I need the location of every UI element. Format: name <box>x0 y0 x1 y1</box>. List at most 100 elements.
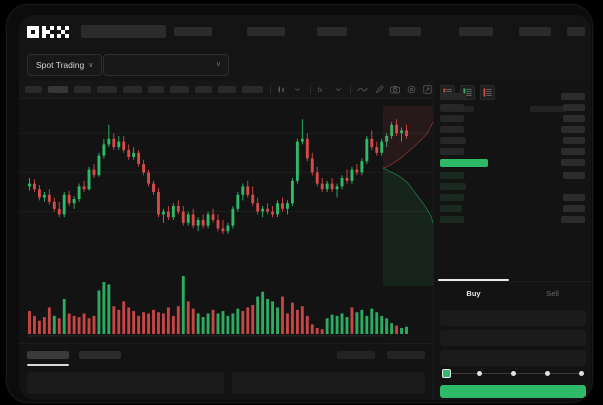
volume-bar <box>305 315 309 334</box>
volume-bar <box>33 315 36 334</box>
total-field[interactable] <box>440 350 586 366</box>
orders-bottom-panel <box>19 343 433 400</box>
toolbar-divider <box>269 85 271 94</box>
nav-item-1[interactable] <box>247 27 285 36</box>
order-book-ask-row[interactable] <box>434 146 591 157</box>
timeframe-button-2[interactable] <box>74 86 91 93</box>
order-book-bid-row[interactable] <box>434 170 591 181</box>
submit-buy-button[interactable] <box>440 385 586 398</box>
order-book-bid-row[interactable] <box>434 181 591 192</box>
timeframe-button-6[interactable] <box>170 86 189 93</box>
tab-sell-label: Sell <box>546 288 559 298</box>
amount-field[interactable] <box>440 330 586 346</box>
candle-body <box>87 169 91 190</box>
timeframe-button-0[interactable] <box>25 86 42 93</box>
line-style-icon[interactable] <box>357 84 368 95</box>
book-asks-icon[interactable] <box>480 85 495 100</box>
candle-body <box>92 169 96 176</box>
timeframe-button-4[interactable] <box>123 86 142 93</box>
nav-item-4[interactable] <box>459 27 493 36</box>
timeframe-button-7[interactable] <box>194 86 212 93</box>
nav-item-5[interactable] <box>519 27 551 36</box>
nav-item-2[interactable] <box>317 27 347 36</box>
slider-stop-100[interactable] <box>579 371 584 376</box>
order-book-ask-row[interactable] <box>434 102 591 113</box>
timeframe-button-3[interactable] <box>96 86 118 93</box>
order-book-ask-row[interactable] <box>434 91 591 102</box>
order-book-ask-row[interactable] <box>434 124 591 135</box>
nav-item-0[interactable] <box>174 27 212 36</box>
candle-body <box>345 178 349 181</box>
bid-price <box>563 172 585 179</box>
global-search-input[interactable] <box>81 25 166 38</box>
order-book-panel <box>433 81 591 281</box>
nav-item-3[interactable] <box>389 27 421 36</box>
candle-body <box>256 203 260 212</box>
pair-select-dropdown[interactable]: ∨ <box>103 54 229 76</box>
bottom-tab-0-underline <box>27 364 69 366</box>
okx-logo-icon[interactable] <box>27 26 69 38</box>
slider-stop-75[interactable] <box>545 371 550 376</box>
candle-body <box>122 141 126 150</box>
timeframe-button-9[interactable] <box>242 86 263 93</box>
candle-body <box>400 130 403 134</box>
volume-bar <box>47 307 51 334</box>
volume-bar <box>161 313 165 334</box>
order-book-bid-row[interactable] <box>434 203 591 214</box>
candlestick-chart[interactable] <box>19 98 433 343</box>
tab-sell[interactable]: Sell <box>513 282 591 304</box>
chevron-down-icon[interactable] <box>333 84 343 95</box>
trading-mode-dropdown[interactable]: Spot Trading ∨ <box>27 54 103 76</box>
chart-type-icon[interactable] <box>277 84 287 95</box>
timeframe-button-8[interactable] <box>217 86 237 93</box>
settings-gear-icon[interactable] <box>407 84 417 95</box>
volume-bar <box>52 315 56 334</box>
fullscreen-icon[interactable] <box>423 84 433 95</box>
timeframe-button-5[interactable] <box>147 86 165 93</box>
bottom-action-0[interactable] <box>337 351 375 359</box>
candle-body <box>360 161 364 173</box>
depth-bid-area <box>383 168 433 286</box>
volume-bar <box>310 324 314 334</box>
slider-stop-50[interactable] <box>511 371 516 376</box>
nav-item-6[interactable] <box>567 27 585 36</box>
ask-price <box>561 148 585 155</box>
volume-bar <box>325 318 329 334</box>
volume-bar <box>390 323 394 334</box>
bid-qty <box>440 172 464 179</box>
volume-bar <box>365 315 369 334</box>
slider-stop-25[interactable] <box>477 371 482 376</box>
candle-body <box>77 186 81 199</box>
volume-bar <box>137 315 141 334</box>
tab-buy[interactable]: Buy <box>434 279 513 304</box>
ask-qty <box>440 148 464 155</box>
order-book-bid-row[interactable] <box>434 214 591 225</box>
candle-body <box>350 169 354 181</box>
chevron-down-icon[interactable] <box>293 84 303 95</box>
candle-body <box>127 150 131 157</box>
camera-icon[interactable] <box>390 84 401 95</box>
volume-bar <box>350 307 354 334</box>
candle-body <box>152 183 155 192</box>
volume-bar <box>345 317 349 334</box>
candle-body <box>241 186 245 195</box>
timeframe-button-1[interactable] <box>47 86 69 93</box>
bid-qty <box>440 205 462 212</box>
volume-bar <box>241 311 245 334</box>
price-field[interactable] <box>440 310 586 326</box>
volume-bar <box>107 284 111 334</box>
order-book-ask-row[interactable] <box>434 113 591 124</box>
pencil-icon[interactable] <box>374 84 384 95</box>
order-book-bid-row[interactable] <box>434 192 591 203</box>
bottom-card-0[interactable] <box>27 372 224 394</box>
bottom-action-1[interactable] <box>387 351 425 359</box>
slider-handle[interactable] <box>442 369 451 378</box>
indicator-icon[interactable]: fx <box>317 84 327 95</box>
bottom-card-1[interactable] <box>232 372 425 394</box>
bottom-tab-0[interactable] <box>27 351 69 359</box>
order-book-ask-row[interactable] <box>434 135 591 146</box>
amount-percent-slider[interactable] <box>442 369 586 379</box>
bottom-tab-1[interactable] <box>79 351 121 359</box>
candle-body <box>315 172 319 184</box>
order-book-spread-row <box>434 157 591 168</box>
